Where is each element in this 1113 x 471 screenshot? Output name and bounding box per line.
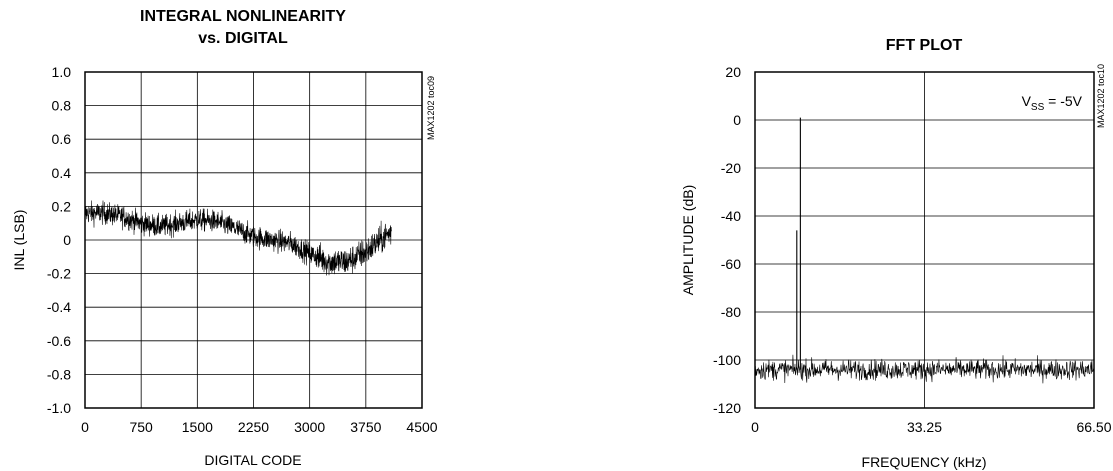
inl-plot-frame [84, 71, 423, 409]
fft-series [754, 117, 1095, 384]
x-tick-label: 3000 [294, 419, 325, 435]
inl-title-line2: vs. DIGITAL [198, 30, 288, 47]
fft-x-tick-labels: 0 33.25 66.50 [751, 419, 1112, 435]
inl-y-axis-label: INL (LSB) [11, 210, 27, 271]
fft-title: FFT PLOT [886, 37, 963, 54]
fft-y-tick-labels: 20 0 -20 -40 -60 -80 -100 -120 [713, 64, 741, 416]
y-tick-label: -20 [721, 160, 741, 176]
x-tick-label: 33.25 [907, 419, 942, 435]
y-tick-label: -0.8 [47, 366, 71, 382]
y-tick-label: 0.4 [52, 165, 72, 181]
inl-series [84, 200, 392, 276]
x-tick-label: 2250 [238, 419, 269, 435]
y-tick-label: -80 [721, 304, 741, 320]
fft-annotation-bg [1005, 85, 1083, 115]
y-tick-label: 0 [733, 112, 741, 128]
x-tick-label: 4500 [406, 419, 437, 435]
inl-side-note: MAX1202 toc09 [426, 76, 436, 140]
y-tick-label: 0.8 [52, 98, 72, 114]
y-tick-label: -60 [721, 256, 741, 272]
x-tick-label: 1500 [182, 419, 213, 435]
fft-noise-trace [754, 354, 1095, 384]
y-tick-label: -0.4 [47, 299, 71, 315]
fft-side-note: MAX1202 toc10 [1096, 64, 1106, 128]
y-tick-label: 0 [63, 232, 71, 248]
y-tick-label: 0.6 [52, 131, 72, 147]
x-tick-label: 750 [129, 419, 153, 435]
y-tick-label: -40 [721, 208, 741, 224]
inl-x-axis-label: DIGITAL CODE [204, 452, 301, 468]
y-tick-label: -1.0 [47, 400, 71, 416]
x-tick-label: 3750 [350, 419, 381, 435]
y-tick-label: 1.0 [52, 64, 72, 80]
inl-title-line1: INTEGRAL NONLINEARITY [140, 8, 346, 25]
fft-plot-frame [754, 71, 1095, 409]
y-tick-label: -0.2 [47, 266, 71, 282]
fft-chart: FFT PLOT 20 0 -20 -40 -60 -80 -100 -120 0 33.25 6… [680, 37, 1112, 470]
fft-annotation-tail: = -5V [1044, 93, 1082, 109]
y-tick-label: -100 [713, 352, 741, 368]
fft-y-axis-label: AMPLITUDE (dB) [680, 185, 696, 295]
x-tick-label: 0 [751, 419, 759, 435]
y-tick-label: 0.2 [52, 198, 72, 214]
fft-annotation: VSS = -5V [1022, 93, 1083, 113]
inl-noise-trace [84, 200, 392, 276]
y-tick-label: -0.6 [47, 333, 71, 349]
inl-chart: INTEGRAL NONLINEARITY vs. DIGITAL 1.0 0.8… [11, 8, 438, 468]
inl-y-tick-labels: 1.0 0.8 0.6 0.4 0.2 0 -0.2 -0.4 -0.6 -0.8 -1.0 [47, 64, 71, 416]
x-tick-label: 66.50 [1076, 419, 1111, 435]
y-tick-label: 20 [725, 64, 741, 80]
fft-annotation-main: V [1022, 93, 1032, 109]
y-tick-label: -120 [713, 400, 741, 416]
inl-x-tick-labels: 0 750 1500 2250 3000 3750 4500 [81, 419, 438, 435]
x-tick-label: 0 [81, 419, 89, 435]
fft-gridlines [754, 71, 1095, 409]
fft-annotation-sub: SS [1031, 102, 1045, 113]
fft-x-axis-label: FREQUENCY (kHz) [862, 454, 987, 470]
